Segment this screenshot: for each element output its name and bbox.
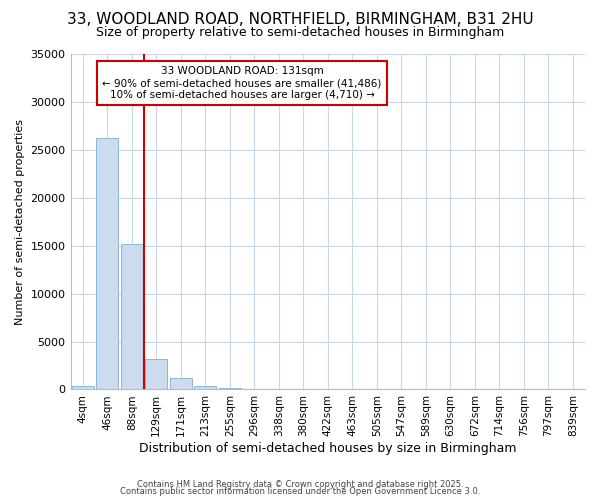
Bar bbox=[145, 359, 167, 390]
Text: Contains public sector information licensed under the Open Government Licence 3.: Contains public sector information licen… bbox=[120, 487, 480, 496]
Bar bbox=[121, 244, 143, 390]
Y-axis label: Number of semi-detached properties: Number of semi-detached properties bbox=[15, 118, 25, 324]
X-axis label: Distribution of semi-detached houses by size in Birmingham: Distribution of semi-detached houses by … bbox=[139, 442, 517, 455]
Text: Size of property relative to semi-detached houses in Birmingham: Size of property relative to semi-detach… bbox=[96, 26, 504, 39]
Text: Contains HM Land Registry data © Crown copyright and database right 2025.: Contains HM Land Registry data © Crown c… bbox=[137, 480, 463, 489]
Bar bbox=[194, 386, 217, 390]
Bar bbox=[72, 386, 94, 390]
Bar bbox=[96, 138, 118, 390]
Bar bbox=[219, 388, 241, 390]
Text: 33, WOODLAND ROAD, NORTHFIELD, BIRMINGHAM, B31 2HU: 33, WOODLAND ROAD, NORTHFIELD, BIRMINGHA… bbox=[67, 12, 533, 28]
Bar bbox=[170, 378, 192, 390]
Text: 33 WOODLAND ROAD: 131sqm
← 90% of semi-detached houses are smaller (41,486)
10% : 33 WOODLAND ROAD: 131sqm ← 90% of semi-d… bbox=[103, 66, 382, 100]
